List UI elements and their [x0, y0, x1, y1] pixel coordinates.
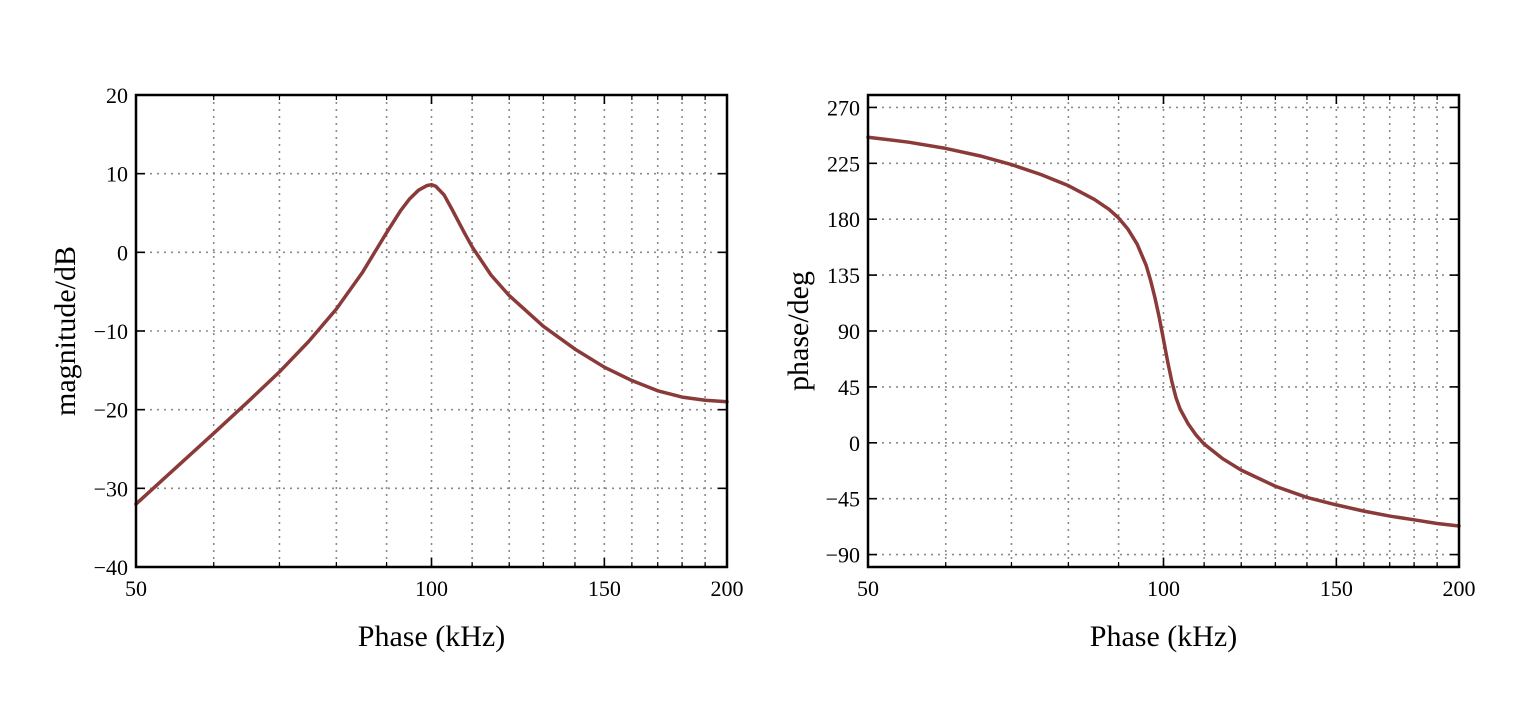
chart1-xtick-label-50: 50	[857, 576, 879, 601]
chart0-ytick-label--30: −30	[94, 476, 128, 501]
chart0-y-axis-label: magnitude/dB	[49, 246, 82, 416]
chart0-series-magnitude-line	[134, 182, 729, 506]
chart1-xtick-label-100: 100	[1147, 576, 1180, 601]
chart0-ytick-label--20: −20	[94, 398, 128, 423]
chart0-ytick-label--40: −40	[94, 555, 128, 580]
chart0-xtick-label-200: 200	[711, 576, 744, 601]
chart1-ytick-label-135: 135	[827, 263, 860, 288]
chart0-xtick-label-50: 50	[125, 576, 147, 601]
chart1-ytick-label--90: −90	[826, 543, 860, 568]
chart1-ytick-label-225: 225	[827, 151, 860, 176]
chart0-xtick-label-100: 100	[415, 576, 448, 601]
chart0-ytick-label-0: 0	[117, 240, 128, 265]
chart0-xtick-label-150: 150	[588, 576, 621, 601]
chart1-ytick-label-180: 180	[827, 207, 860, 232]
chart0-ytick-label-10: 10	[106, 162, 128, 187]
chart0-ytick-label--10: −10	[94, 319, 128, 344]
chart1-ytick-label--45: −45	[826, 487, 860, 512]
chart0-x-axis-label: Phase (kHz)	[358, 620, 505, 653]
chart1-xtick-label-150: 150	[1320, 576, 1353, 601]
chart1-ytick-label-270: 270	[827, 95, 860, 120]
chart1-ytick-label-45: 45	[838, 375, 860, 400]
chart1-y-axis-label: phase/deg	[782, 271, 815, 391]
magnitude-plot: 50 100 150 200 −40 −30 −20 −10 0 10 20 Phase (kHz) m…	[49, 83, 744, 653]
chart1-x-axis-label: Phase (kHz)	[1090, 620, 1237, 653]
chart0-ytick-label-20: 20	[106, 83, 128, 108]
chart1-series-phase-line	[866, 135, 1461, 528]
chart1-ytick-label-0: 0	[849, 431, 860, 456]
chart1-ytick-label-90: 90	[838, 319, 860, 344]
phase-plot: 50 100 150 200 −90 −45 0 45 90 135 180 225 270 Phase …	[782, 93, 1476, 653]
chart1-xtick-label-200: 200	[1443, 576, 1476, 601]
